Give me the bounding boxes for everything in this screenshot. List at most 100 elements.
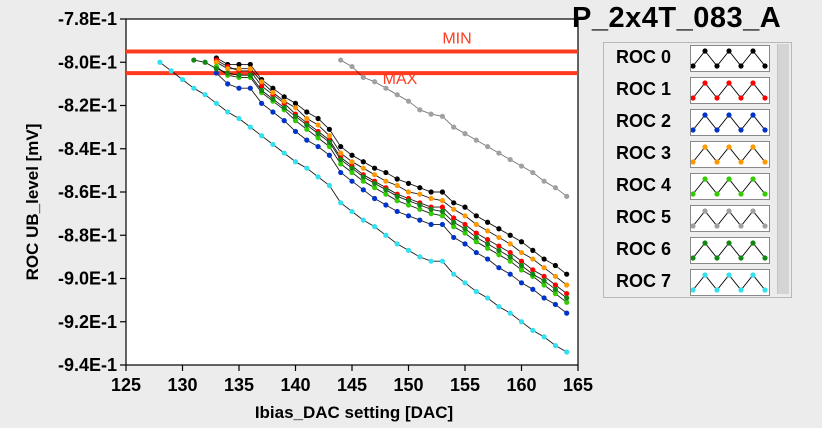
data-point xyxy=(507,249,513,256)
data-point xyxy=(405,247,412,253)
data-point xyxy=(451,219,457,225)
data-point xyxy=(372,180,378,186)
data-point xyxy=(552,273,559,279)
legend-swatch-marker xyxy=(738,127,744,133)
legend-swatch-graphic xyxy=(690,80,768,101)
data-point xyxy=(428,258,434,264)
data-point xyxy=(518,280,525,286)
data-point xyxy=(485,228,491,234)
data-point xyxy=(485,245,491,251)
data-point xyxy=(530,256,536,262)
data-point xyxy=(496,265,502,271)
data-point xyxy=(530,327,536,333)
data-point xyxy=(292,113,299,119)
legend-swatch-marker xyxy=(702,80,708,86)
data-point xyxy=(473,137,479,143)
data-point xyxy=(507,241,513,247)
legend-item: ROC 3 xyxy=(604,139,780,171)
data-point xyxy=(518,258,525,264)
legend-swatch-marker xyxy=(750,176,756,182)
data-point xyxy=(518,249,525,256)
legend-swatch-marker xyxy=(750,112,756,118)
series-roc-3 xyxy=(213,59,570,288)
data-point xyxy=(315,174,321,180)
data-point xyxy=(518,262,525,269)
data-point xyxy=(338,169,344,176)
reference-line-label: MAX xyxy=(383,71,418,88)
data-point xyxy=(552,342,559,349)
legend-item: ROC 0 xyxy=(604,43,780,75)
data-point xyxy=(259,100,265,106)
data-point xyxy=(270,96,276,102)
legend-swatch-graphic xyxy=(690,208,768,229)
data-point xyxy=(541,278,547,284)
data-point xyxy=(349,152,355,158)
data-point xyxy=(292,100,299,106)
data-point xyxy=(541,265,547,271)
data-point xyxy=(338,150,344,156)
data-point xyxy=(507,156,513,163)
data-point xyxy=(259,79,265,85)
legend-swatch-marker xyxy=(738,287,744,293)
x-tick-label: 130 xyxy=(167,375,197,395)
data-point xyxy=(462,204,468,210)
legend-swatch xyxy=(690,77,770,104)
data-point xyxy=(462,221,468,228)
data-point xyxy=(462,230,468,236)
data-point xyxy=(236,115,242,122)
data-point xyxy=(394,241,400,247)
data-point xyxy=(439,258,445,264)
data-point xyxy=(383,187,389,193)
series-roc-7 xyxy=(157,59,570,355)
data-point xyxy=(564,349,570,355)
data-point xyxy=(541,256,547,262)
legend-swatch-marker xyxy=(750,80,756,86)
data-point xyxy=(281,94,287,100)
data-point xyxy=(564,291,570,297)
data-point xyxy=(473,234,479,241)
legend-scrollbar[interactable] xyxy=(777,44,789,294)
data-point xyxy=(315,122,321,128)
data-point xyxy=(417,107,423,113)
data-point xyxy=(247,124,253,130)
x-tick-label: 160 xyxy=(506,375,536,395)
data-point xyxy=(518,319,525,325)
data-point xyxy=(473,249,479,256)
y-tick-label: -8.2E-1 xyxy=(58,96,117,116)
legend-swatch-marker xyxy=(750,144,756,150)
data-point xyxy=(326,139,332,145)
data-point xyxy=(451,206,457,212)
legend-swatch-marker xyxy=(690,63,696,69)
x-axis-title: Ibias_DAC setting [DAC] xyxy=(255,403,453,422)
data-point xyxy=(473,213,479,219)
data-point xyxy=(247,72,253,78)
legend-swatch xyxy=(690,269,770,296)
data-point xyxy=(439,221,445,228)
data-point xyxy=(281,150,287,156)
data-point xyxy=(496,252,502,258)
legend-item-label: ROC 4 xyxy=(616,175,672,195)
legend-swatch-marker xyxy=(726,144,732,150)
data-point xyxy=(292,159,299,165)
data-point xyxy=(213,66,219,72)
data-point xyxy=(213,100,219,106)
data-point xyxy=(213,59,219,65)
data-point xyxy=(236,72,242,78)
legend-swatch-graphic xyxy=(690,240,768,261)
data-point xyxy=(247,61,253,68)
series-roc-2 xyxy=(213,70,570,316)
data-point xyxy=(315,115,321,122)
data-point xyxy=(304,137,310,143)
data-point xyxy=(372,185,378,191)
data-point xyxy=(485,241,491,247)
legend-item-label: ROC 0 xyxy=(616,47,672,67)
legend-swatch-marker xyxy=(750,240,756,246)
data-point xyxy=(304,109,310,115)
data-point xyxy=(428,221,434,228)
legend-swatch-marker xyxy=(702,272,708,278)
legend-swatch-marker xyxy=(690,223,696,229)
data-point xyxy=(326,182,332,189)
data-point xyxy=(360,174,366,180)
legend-swatch-marker xyxy=(726,176,732,182)
data-point xyxy=(394,208,400,215)
